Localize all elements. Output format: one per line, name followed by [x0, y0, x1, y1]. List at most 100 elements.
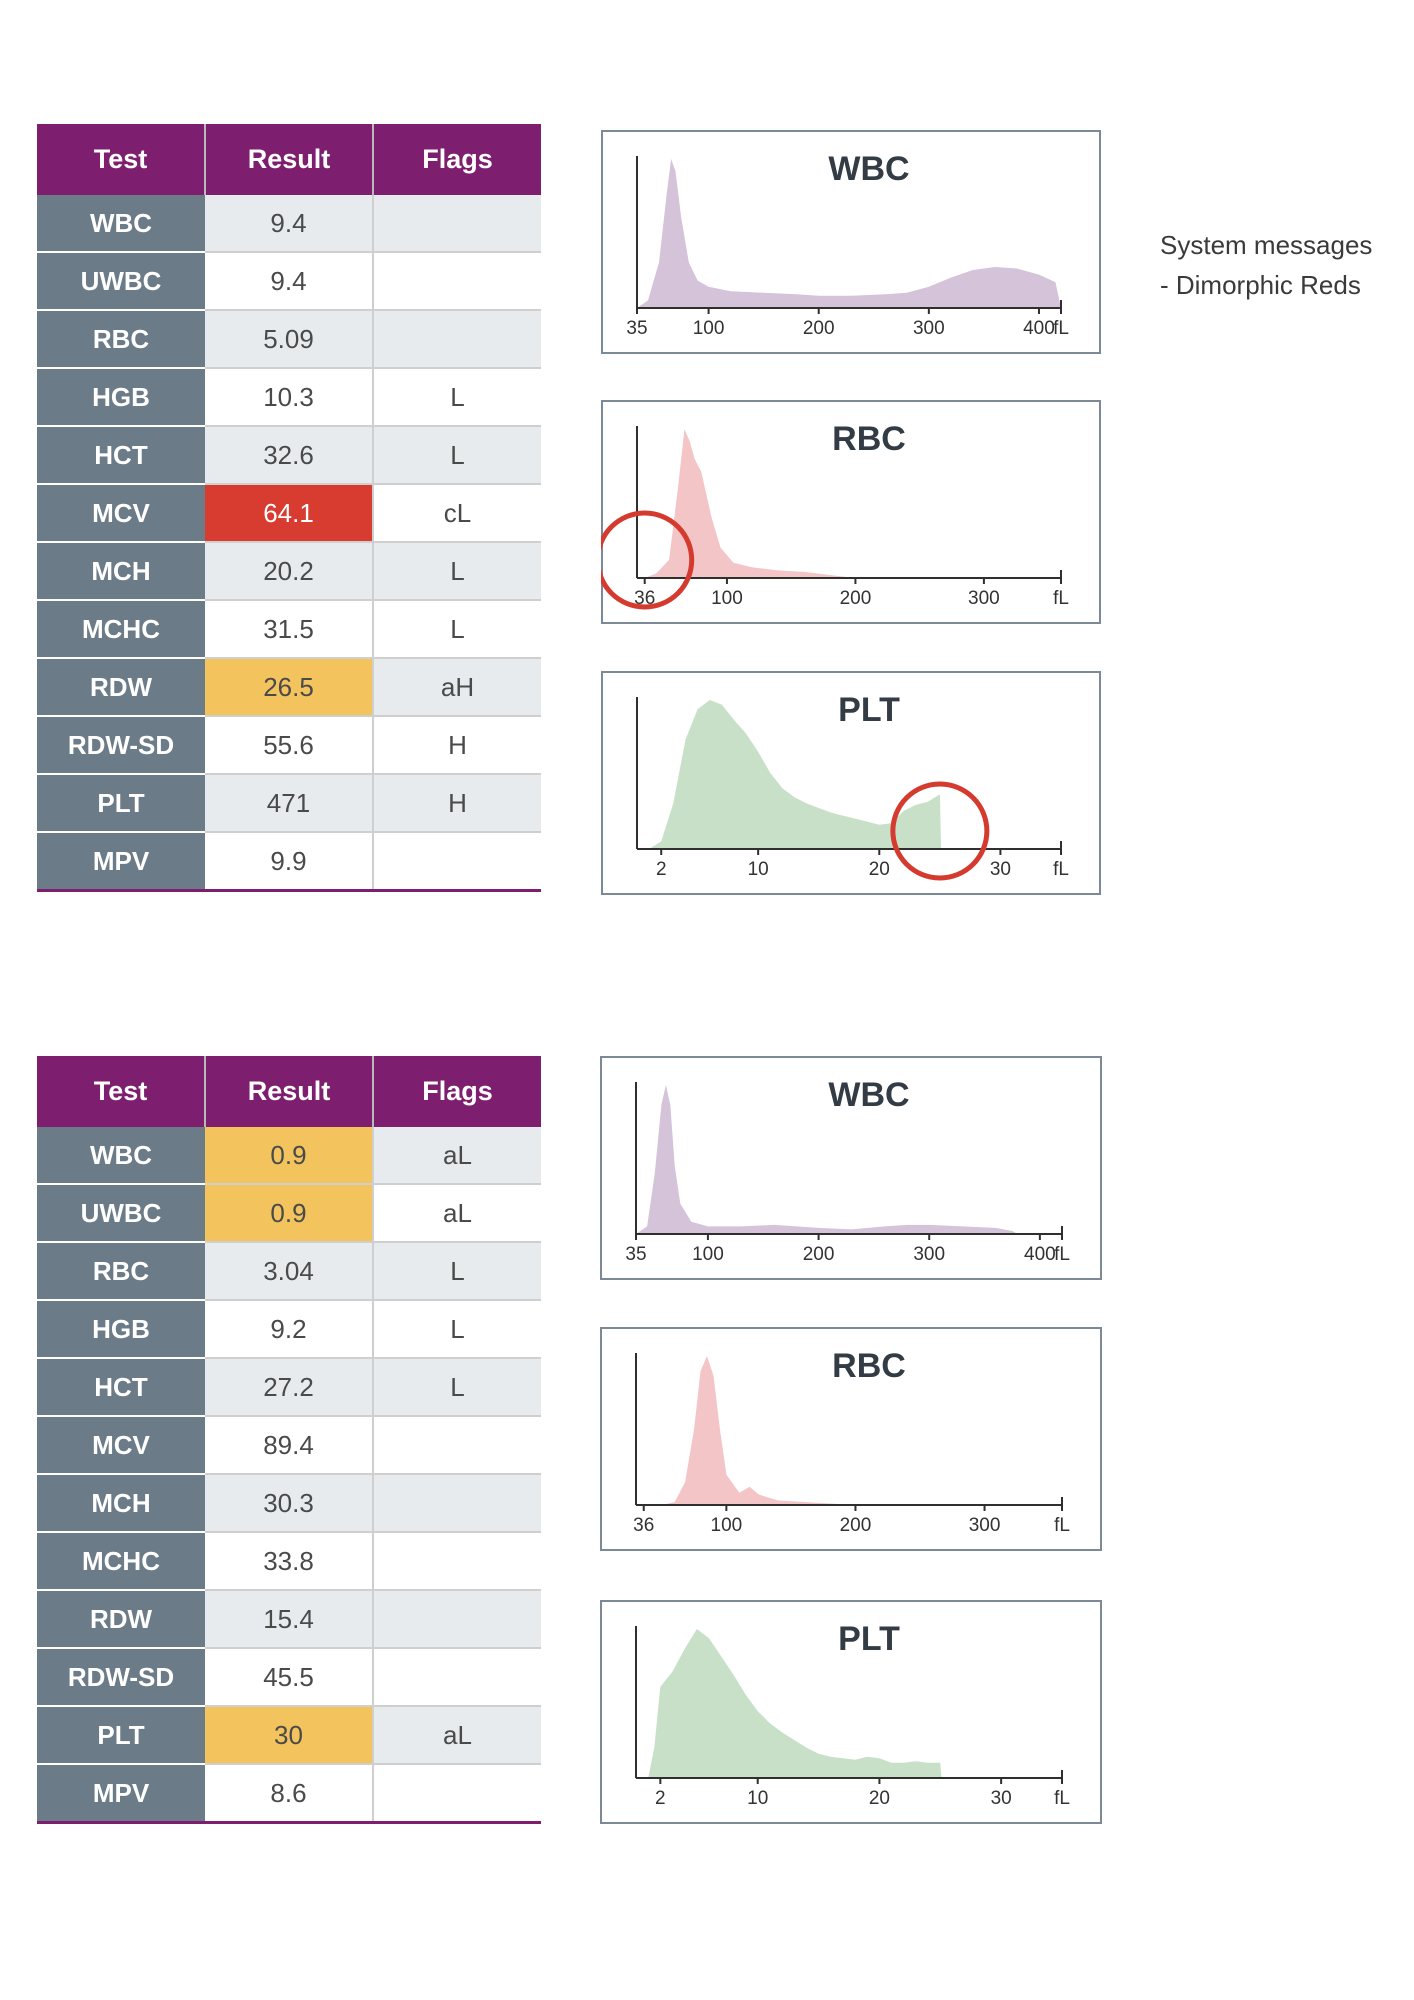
histogram-frame: [600, 1056, 1102, 1280]
highlight-circle: [601, 510, 695, 610]
tick-label: 100: [693, 318, 725, 339]
test-flag: [373, 832, 541, 892]
table-row: MPV 8.6: [37, 1764, 541, 1824]
table-row: MCH 20.2 L: [37, 542, 541, 601]
test-flag: [373, 1590, 541, 1649]
test-flag: [373, 1648, 541, 1707]
rbc-histogram-1: 36 100 200 300 fL RBC: [601, 400, 1101, 624]
test-flag: L: [373, 542, 541, 601]
test-name: RBC: [37, 1242, 205, 1301]
table-row: RDW 15.4: [37, 1590, 541, 1649]
table-row: HGB 9.2 L: [37, 1300, 541, 1359]
test-flag: [373, 310, 541, 369]
test-flag: L: [373, 426, 541, 485]
table-row: WBC 0.9 aL: [37, 1127, 541, 1185]
test-name: RDW-SD: [37, 716, 205, 775]
results-table-1: Test Result Flags WBC 9.4 UWBC 9.4 RBC 5.09 HG…: [37, 124, 541, 892]
header-flags: Flags: [373, 124, 541, 195]
test-name: MCH: [37, 542, 205, 601]
histogram-title: PLT: [838, 691, 900, 729]
test-name: WBC: [37, 1127, 205, 1185]
test-name: MCV: [37, 1416, 205, 1475]
test-result: 33.8: [205, 1532, 374, 1591]
test-name: WBC: [37, 195, 205, 253]
test-result: 31.5: [205, 600, 374, 659]
test-name: MCV: [37, 484, 205, 543]
test-result: 20.2: [205, 542, 374, 601]
unit-label: fL: [1054, 1515, 1070, 1536]
tick-label: 300: [969, 1515, 1001, 1536]
table-row: HCT 27.2 L: [37, 1358, 541, 1417]
test-flag: [373, 1532, 541, 1591]
test-flag: [373, 195, 541, 253]
test-result: 26.5: [205, 658, 374, 717]
tick-label: 10: [748, 859, 769, 880]
test-name: RBC: [37, 310, 205, 369]
table-row: PLT 471 H: [37, 774, 541, 833]
distribution-area: [661, 1356, 856, 1505]
distribution-area: [636, 1085, 1018, 1234]
plt-histogram-1: 2 10 20 30 fL PLT: [601, 671, 1101, 895]
table-row: RDW-SD 45.5: [37, 1648, 541, 1707]
test-flag: [373, 1764, 541, 1824]
test-result: 471: [205, 774, 374, 833]
tick-label: 300: [913, 318, 945, 339]
unit-label: fL: [1053, 588, 1069, 609]
test-name: MPV: [37, 832, 205, 892]
table-row: MPV 9.9: [37, 832, 541, 892]
test-name: MPV: [37, 1764, 205, 1824]
distribution-area: [637, 159, 1061, 308]
test-result: 45.5: [205, 1648, 374, 1707]
test-name: MCH: [37, 1474, 205, 1533]
tick-label: 30: [990, 859, 1011, 880]
table-row: MCH 30.3: [37, 1474, 541, 1533]
test-result: 9.4: [205, 252, 374, 311]
test-result: 9.2: [205, 1300, 374, 1359]
tick-label: 100: [692, 1244, 724, 1265]
tick-label: 2: [656, 859, 667, 880]
tick-label: 35: [625, 1244, 646, 1265]
table-row: RDW-SD 55.6 H: [37, 716, 541, 775]
test-result: 32.6: [205, 426, 374, 485]
test-flag: cL: [373, 484, 541, 543]
tick-label: 30: [991, 1788, 1012, 1809]
table-row: MCHC 33.8: [37, 1532, 541, 1591]
test-name: HGB: [37, 1300, 205, 1359]
distribution-area: [644, 429, 856, 578]
unit-label: fL: [1054, 1244, 1070, 1265]
test-name: RDW: [37, 658, 205, 717]
table-row: MCV 64.1 cL: [37, 484, 541, 543]
test-flag: aL: [373, 1184, 541, 1243]
test-name: MCHC: [37, 600, 205, 659]
system-message-item: - Dimorphic Reds: [1160, 270, 1361, 300]
tick-label: 20: [869, 859, 890, 880]
test-result: 3.04: [205, 1242, 374, 1301]
test-result: 30.3: [205, 1474, 374, 1533]
header-test: Test: [37, 124, 206, 195]
test-flag: H: [373, 774, 541, 833]
test-result: 15.4: [205, 1590, 374, 1649]
unit-label: fL: [1053, 859, 1069, 880]
rbc-histogram-2: 36 100 200 300 fL RBC: [600, 1327, 1102, 1551]
table-row: PLT 30 aL: [37, 1706, 541, 1765]
test-result: 8.6: [205, 1764, 374, 1824]
test-name: RDW: [37, 1590, 205, 1649]
tick-label: 300: [913, 1244, 945, 1265]
table-row: RDW 26.5 aH: [37, 658, 541, 717]
test-flag: aH: [373, 658, 541, 717]
test-result: 0.9: [205, 1184, 374, 1243]
test-flag: [373, 252, 541, 311]
test-result: 9.9: [205, 832, 374, 892]
table-row: RBC 5.09: [37, 310, 541, 369]
test-flag: L: [373, 600, 541, 659]
test-name: HCT: [37, 1358, 205, 1417]
results-table-2: Test Result Flags WBC 0.9 aL UWBC 0.9 aL RBC 3.…: [37, 1056, 541, 1824]
test-result: 5.09: [205, 310, 374, 369]
test-flag: H: [373, 716, 541, 775]
tick-label: 400: [1024, 1244, 1056, 1265]
test-name: PLT: [37, 1706, 205, 1765]
header-flags: Flags: [373, 1056, 541, 1127]
tick-label: 100: [711, 1515, 743, 1536]
